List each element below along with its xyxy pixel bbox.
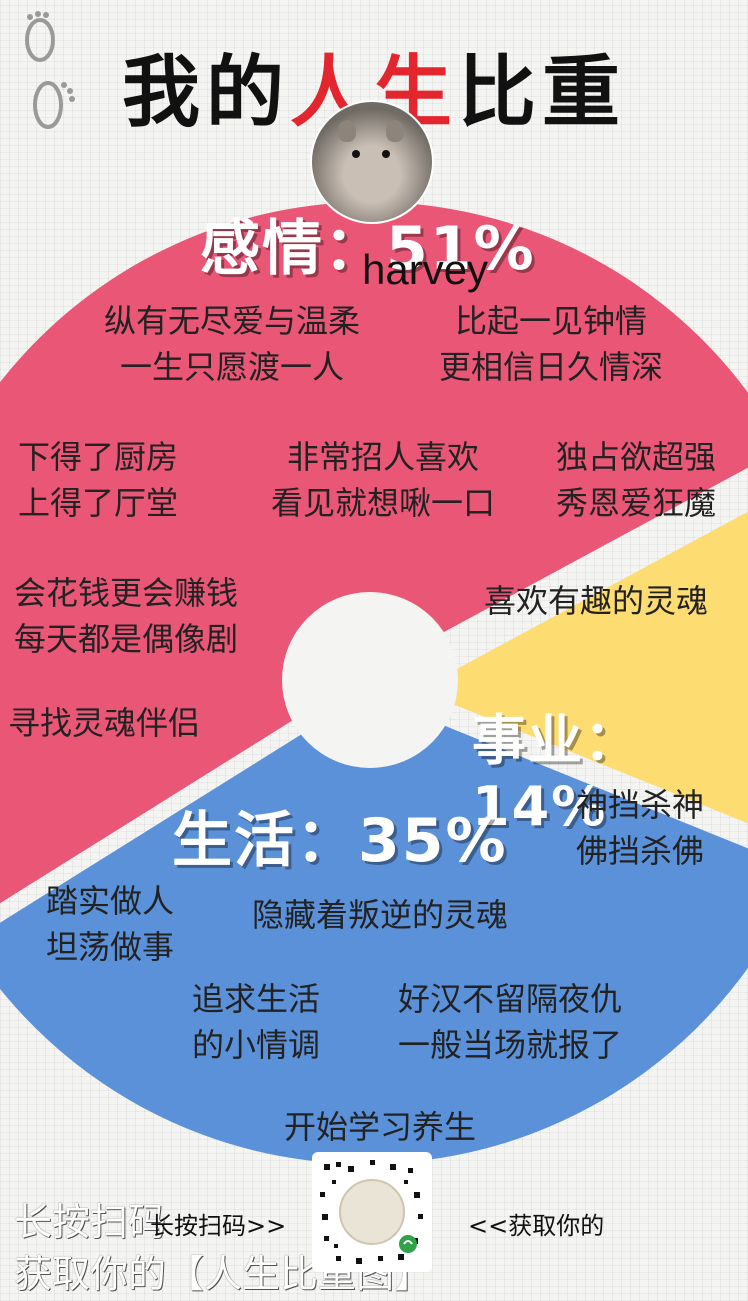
avatar [310,100,434,224]
emotion-phrase: 独占欲超强 秀恩爱狂魔 [556,438,717,522]
life-phrase: 隐藏着叛逆的灵魂 [252,896,509,934]
emotion-slice [0,202,748,904]
avatar-ear-right [386,120,404,142]
title-part-3: 比重 [458,48,627,138]
life-slice [0,694,748,1164]
life-phrase: 追求生活 的小情调 [192,980,321,1064]
title-part-1: 我的 [121,48,290,138]
footer-line-1: 长按扫码 [14,1200,167,1244]
life-label: 生活：35% [172,806,508,876]
emotion-phrase: 寻找灵魂伴侣 [8,704,201,742]
scan-hint-left: 长按扫码>> [150,1212,287,1240]
qr-code-icon[interactable] [312,1152,432,1272]
life-phrase: 踏实做人 坦荡做事 [46,882,175,966]
avatar-ear-left [338,120,356,142]
scan-hint-right: <<获取你的 [468,1212,605,1240]
life-phrase: 开始学习养生 [284,1108,477,1146]
emotion-phrase: 比起一见钟情 更相信日久情深 [438,302,663,386]
emotion-phrase: 纵有无尽爱与温柔 一生只愿渡一人 [103,302,360,386]
mini-program-icon [320,1160,423,1264]
career-slice [418,511,748,824]
emotion-phrase: 喜欢有趣的灵魂 [484,582,709,620]
avatar-eye-right [382,150,390,158]
emotion-phrase: 会花钱更会赚钱 每天都是偶像剧 [14,574,239,658]
career-phrase: 神挡杀神 佛挡杀佛 [575,786,704,870]
emotion-phrase: 下得了厨房 上得了厅堂 [18,438,179,522]
avatar-eye-left [352,150,360,158]
footprints-icon [25,11,75,129]
emotion-phrase: 非常招人喜欢 看见就想啾一口 [270,438,495,522]
career-label: 事业：14% [472,709,640,838]
pie-center-hole [282,592,458,768]
profile-name: harvey [362,246,489,293]
emotion-label: 感情：51% [200,214,536,284]
life-phrase: 好汉不留隔夜仇 一般当场就报了 [398,980,623,1064]
